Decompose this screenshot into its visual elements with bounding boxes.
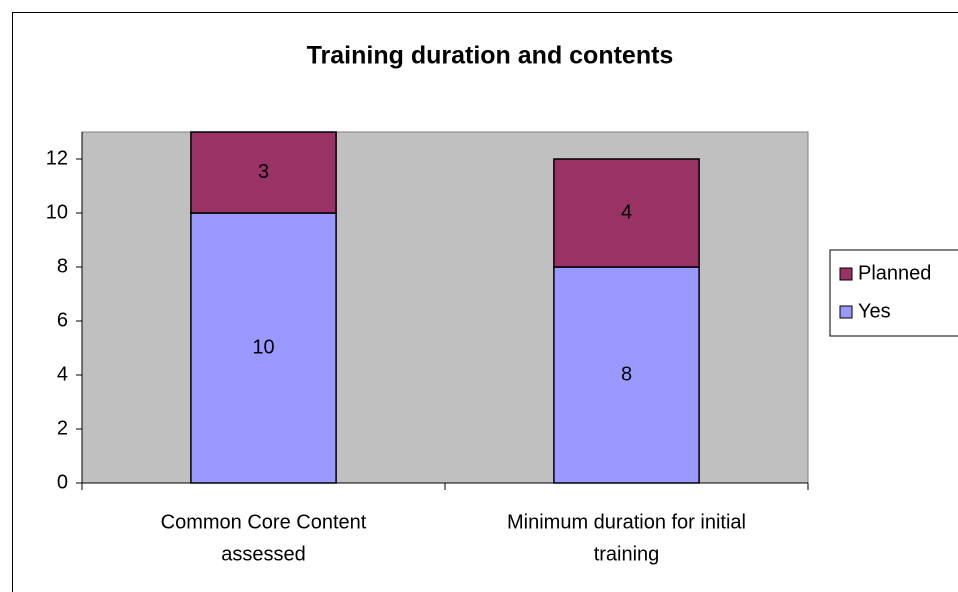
y-tick-label: 12 (46, 147, 68, 169)
x-tick-label: training (594, 543, 660, 565)
y-tick-label: 6 (57, 309, 68, 331)
bar-segment (553, 158, 700, 268)
x-tick-label: Minimum duration for initial (507, 511, 746, 533)
data-label: 8 (621, 363, 632, 385)
legend-swatch (839, 267, 853, 281)
data-label: 10 (252, 336, 274, 358)
bar-segment (190, 212, 337, 484)
y-tick-label: 0 (57, 471, 68, 493)
chart-title: Training duration and contents (307, 42, 674, 70)
y-tick-label: 4 (57, 363, 68, 385)
x-tick-label: Common Core Content (161, 511, 367, 533)
legend-swatch (839, 305, 853, 319)
y-tick-label: 2 (57, 417, 68, 439)
data-label: 3 (258, 161, 269, 183)
data-label: 4 (621, 201, 632, 223)
y-tick-label: 8 (57, 255, 68, 277)
x-tick-label: assessed (221, 543, 306, 565)
legend-label: Yes (858, 300, 891, 322)
bar-segment (553, 266, 700, 484)
bar-segment (190, 131, 337, 214)
legend-box (829, 249, 958, 337)
y-tick-label: 10 (46, 201, 68, 223)
legend-label: Planned (858, 262, 931, 284)
